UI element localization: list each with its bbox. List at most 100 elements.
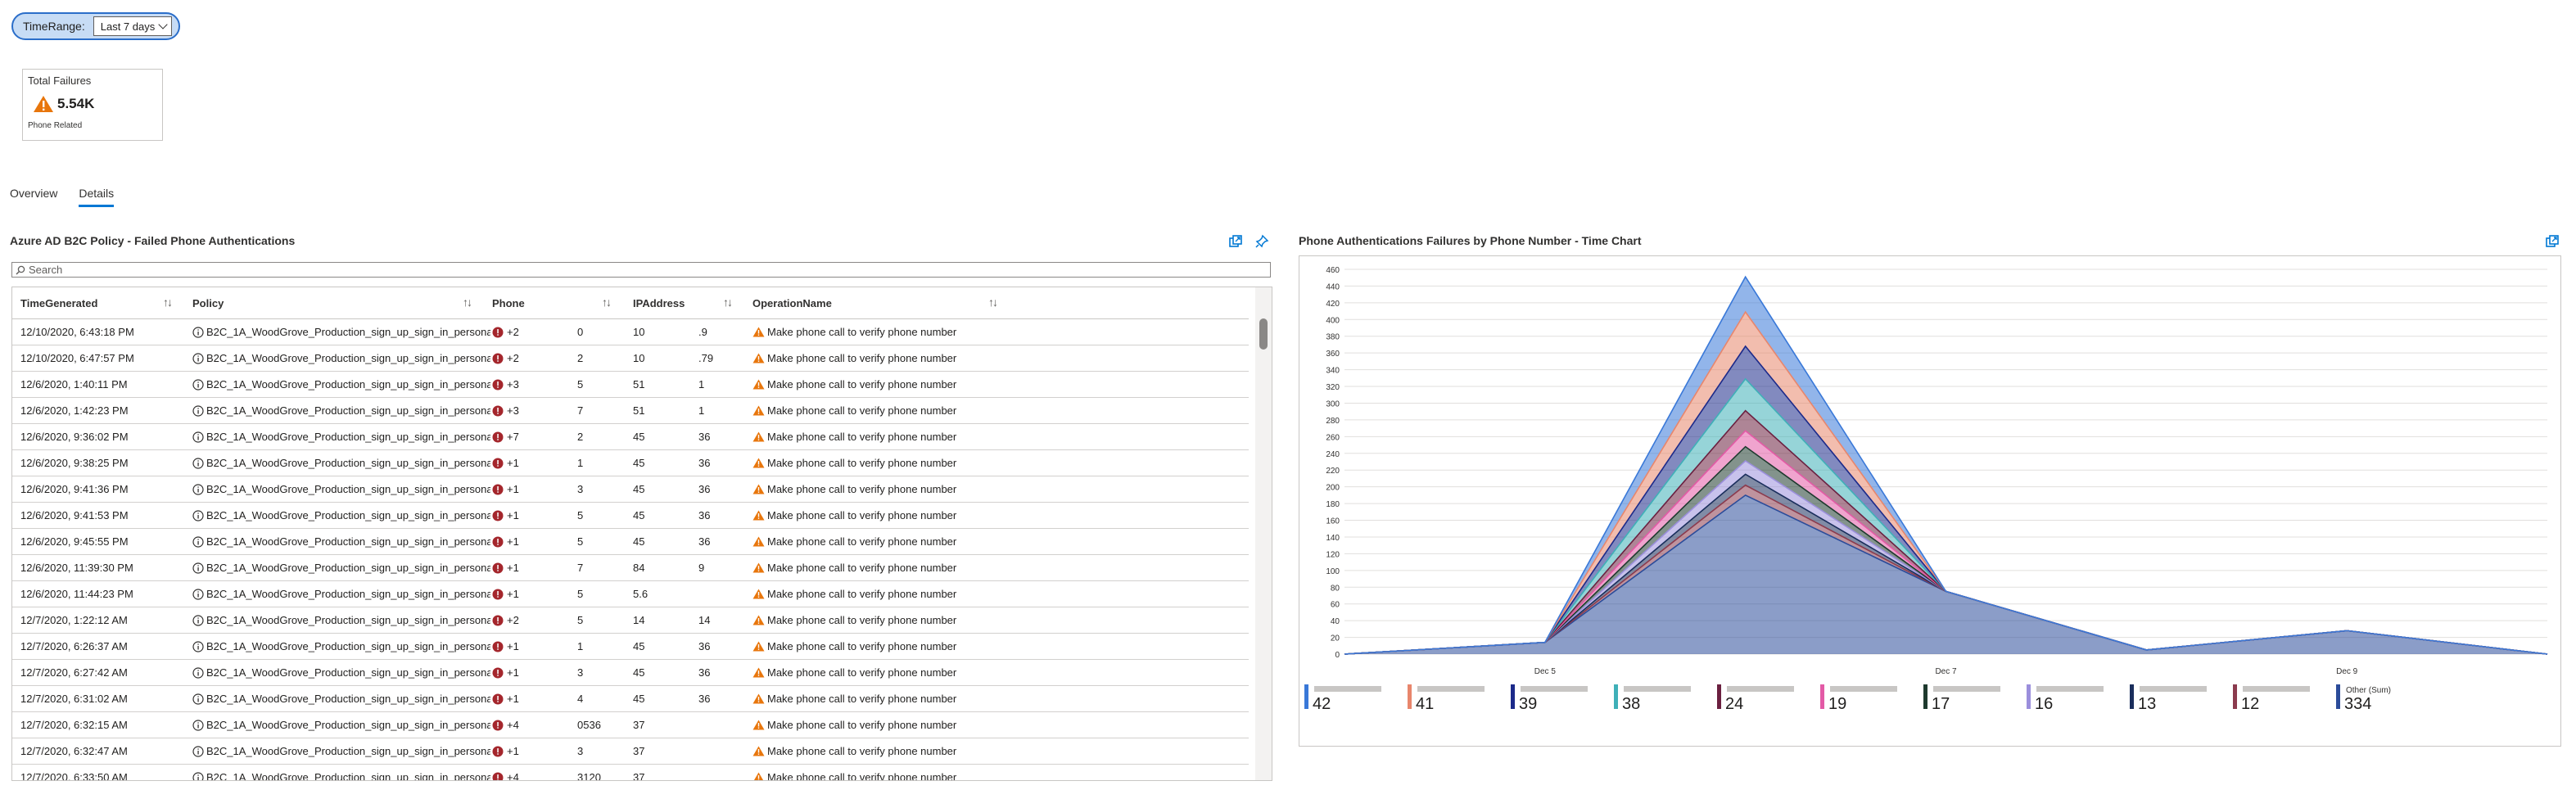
warning-icon xyxy=(752,720,765,730)
cell-operationname: Make phone call to verify phone number xyxy=(752,450,1080,476)
legend-item[interactable]: 17 xyxy=(1923,684,2000,713)
warning-icon xyxy=(752,667,765,678)
table-row[interactable]: 12/7/2020, 1:22:12 AM B2C_1A_WoodGrove_Pr… xyxy=(12,607,1249,634)
cell-phone-masked: 1 xyxy=(577,640,584,652)
table-row[interactable]: 12/7/2020, 6:26:37 AM B2C_1A_WoodGrove_Pr… xyxy=(12,634,1249,660)
table-row[interactable]: 12/6/2020, 9:41:53 PM B2C_1A_WoodGrove_Pr… xyxy=(12,503,1249,529)
scrollbar-thumb[interactable] xyxy=(1259,318,1268,350)
legend-swatch xyxy=(1820,684,1824,709)
legend-item[interactable]: Other (Sum)334 xyxy=(2336,684,2391,713)
table-row[interactable]: 12/7/2020, 6:32:47 AM B2C_1A_WoodGrove_Pr… xyxy=(12,738,1249,765)
table-row[interactable]: 12/6/2020, 9:45:55 PM B2C_1A_WoodGrove_Pr… xyxy=(12,529,1249,555)
info-icon xyxy=(192,326,204,338)
warning-icon xyxy=(752,327,765,337)
sort-icon[interactable]: ↑↓ xyxy=(988,296,998,309)
cell-phone-masked: 3 xyxy=(577,745,584,757)
y-tick-label: 140 xyxy=(1326,534,1340,543)
pin-icon[interactable] xyxy=(1254,234,1269,249)
table-row[interactable]: 12/6/2020, 9:36:02 PM B2C_1A_WoodGrove_Pr… xyxy=(12,424,1249,450)
open-in-logs-icon[interactable] xyxy=(1228,234,1243,249)
cell-timegenerated: 12/7/2020, 6:33:50 AM xyxy=(20,771,128,781)
tab-overview[interactable]: Overview xyxy=(10,187,58,200)
tile-subtitle: Phone Related xyxy=(28,121,83,130)
grid-search-box[interactable]: Search xyxy=(11,262,1271,278)
column-header-phone[interactable]: Phone xyxy=(492,296,525,309)
table-row[interactable]: 12/6/2020, 1:42:23 PM B2C_1A_WoodGrove_Pr… xyxy=(12,398,1249,424)
cell-phone-masked: 2 xyxy=(577,431,584,443)
legend-swatch xyxy=(2130,684,2134,709)
cell-policy: B2C_1A_WoodGrove_Production_sign_up_sign… xyxy=(192,581,490,607)
y-tick-label: 220 xyxy=(1326,467,1340,476)
legend-item[interactable]: 42 xyxy=(1304,684,1381,713)
cell-phone: +1 xyxy=(492,503,525,528)
legend-item[interactable]: 13 xyxy=(2130,684,2207,713)
y-tick-label: 280 xyxy=(1326,417,1340,426)
legend-total: 41 xyxy=(1416,695,1434,713)
column-header-timegenerated[interactable]: TimeGenerated xyxy=(20,296,98,309)
cell-ipaddress: 45 xyxy=(633,666,645,679)
table-row[interactable]: 12/7/2020, 6:27:42 AM B2C_1A_WoodGrove_Pr… xyxy=(12,660,1249,686)
y-tick-label: 60 xyxy=(1331,601,1340,610)
tab-details[interactable]: Details xyxy=(79,187,115,207)
cell-policy: B2C_1A_WoodGrove_Production_sign_up_sign… xyxy=(192,634,490,659)
cell-ipaddress: 14 xyxy=(633,614,645,626)
cell-phone-masked: 0 xyxy=(577,326,584,338)
info-icon xyxy=(192,745,204,757)
sort-icon[interactable]: ↑↓ xyxy=(463,296,472,309)
table-row[interactable]: 12/10/2020, 6:47:57 PM B2C_1A_WoodGrove_P… xyxy=(12,345,1249,372)
legend-item[interactable]: 19 xyxy=(1820,684,1897,713)
y-tick-label: 80 xyxy=(1331,584,1340,593)
legend-masked-name xyxy=(1933,686,2000,692)
cell-phone: +1 xyxy=(492,634,525,659)
legend-swatch xyxy=(1304,684,1308,709)
legend-item[interactable]: 39 xyxy=(1511,684,1588,713)
table-row[interactable]: 12/6/2020, 11:44:23 PM B2C_1A_WoodGrove_P… xyxy=(12,581,1249,607)
table-row[interactable]: 12/7/2020, 6:31:02 AM B2C_1A_WoodGrove_Pr… xyxy=(12,686,1249,712)
cell-ipaddress: 45 xyxy=(633,509,645,521)
cell-ipaddress: 45 xyxy=(633,693,645,705)
column-header-operationname[interactable]: OperationName xyxy=(752,296,832,309)
table-row[interactable]: 12/6/2020, 1:40:11 PM B2C_1A_WoodGrove_Pr… xyxy=(12,372,1249,398)
cell-ipaddress-masked: 9 xyxy=(698,562,705,574)
cell-phone: +1 xyxy=(492,686,525,711)
legend-item[interactable]: 24 xyxy=(1717,684,1794,713)
cell-ipaddress: 5.6 xyxy=(633,588,649,600)
grid-vertical-scrollbar[interactable] xyxy=(1255,287,1272,780)
cell-operationname: Make phone call to verify phone number xyxy=(752,660,1080,685)
info-icon xyxy=(192,509,204,521)
error-icon xyxy=(492,746,504,757)
sort-icon[interactable]: ↑↓ xyxy=(723,296,733,309)
legend-item[interactable]: 12 xyxy=(2233,684,2310,713)
warning-icon xyxy=(752,458,765,468)
table-row[interactable]: 12/7/2020, 6:33:50 AM B2C_1A_WoodGrove_Pr… xyxy=(12,765,1249,781)
cell-operationname: Make phone call to verify phone number xyxy=(752,424,1080,449)
grid-header: TimeGenerated ↑↓ Policy ↑↓ Phone ↑↓ IPAd… xyxy=(12,287,1249,319)
table-row[interactable]: 12/7/2020, 6:32:15 AM B2C_1A_WoodGrove_Pr… xyxy=(12,712,1249,738)
legend-item[interactable]: 41 xyxy=(1408,684,1485,713)
warning-icon xyxy=(752,641,765,652)
column-header-ipaddress[interactable]: IPAddress xyxy=(633,296,685,309)
info-icon xyxy=(192,352,204,364)
error-icon xyxy=(492,536,504,548)
table-row[interactable]: 12/6/2020, 9:38:25 PM B2C_1A_WoodGrove_Pr… xyxy=(12,450,1249,476)
legend-item[interactable]: 16 xyxy=(2027,684,2104,713)
error-icon xyxy=(492,562,504,574)
total-failures-tile[interactable]: Total Failures 5.54K Phone Related xyxy=(22,69,163,141)
sort-icon[interactable]: ↑↓ xyxy=(163,296,173,309)
legend-masked-name xyxy=(2243,686,2310,692)
table-row[interactable]: 12/6/2020, 11:39:30 PM B2C_1A_WoodGrove_P… xyxy=(12,555,1249,581)
table-row[interactable]: 12/6/2020, 9:41:36 PM B2C_1A_WoodGrove_Pr… xyxy=(12,476,1249,503)
cell-ipaddress-masked: 14 xyxy=(698,614,711,626)
legend-item[interactable]: 38 xyxy=(1614,684,1691,713)
sort-icon[interactable]: ↑↓ xyxy=(602,296,612,309)
series-area[interactable] xyxy=(1344,494,2547,654)
time-range-dropdown[interactable]: Last 7 days xyxy=(93,16,172,36)
legend-total: 42 xyxy=(1313,695,1331,713)
cell-phone-masked: 5 xyxy=(577,509,584,521)
column-header-policy[interactable]: Policy xyxy=(192,296,224,309)
open-in-logs-icon[interactable] xyxy=(2545,234,2560,249)
error-icon xyxy=(492,431,504,443)
warning-icon xyxy=(752,379,765,390)
table-row[interactable]: 12/10/2020, 6:43:18 PM B2C_1A_WoodGrove_P… xyxy=(12,319,1249,345)
cell-phone: +4 xyxy=(492,712,525,738)
